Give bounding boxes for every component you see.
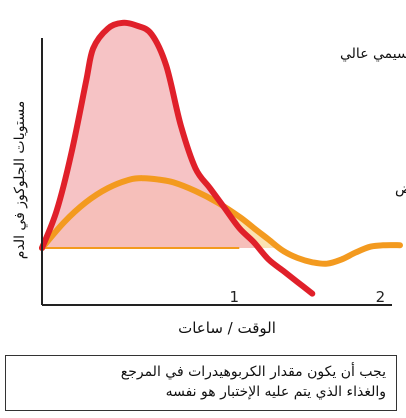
legend-low-gi: مؤشر جلايسيمي منخفض (395, 181, 406, 197)
note-box: يجب أن يكون مقدار الكربوهيدرات في المرجع… (5, 355, 397, 411)
note-line-2: والغذاء الذي يتم عليه الإختبار هو نفسه (165, 384, 386, 400)
x-tick-label: 2 (376, 288, 386, 306)
high-gi-line (39, 19, 316, 297)
note-line-1: يجب أن يكون مقدار الكربوهيدرات في المرجع (120, 364, 386, 380)
y-axis-label: مستويات الجلوكوز في الدم (12, 101, 28, 259)
low-gi-line (39, 175, 403, 267)
x-tick-label: 1 (229, 288, 239, 306)
legend-high-gi: مؤشر جلايسيمي عالي (340, 46, 406, 62)
x-axis-label: الوقت / ساعات (178, 319, 276, 337)
